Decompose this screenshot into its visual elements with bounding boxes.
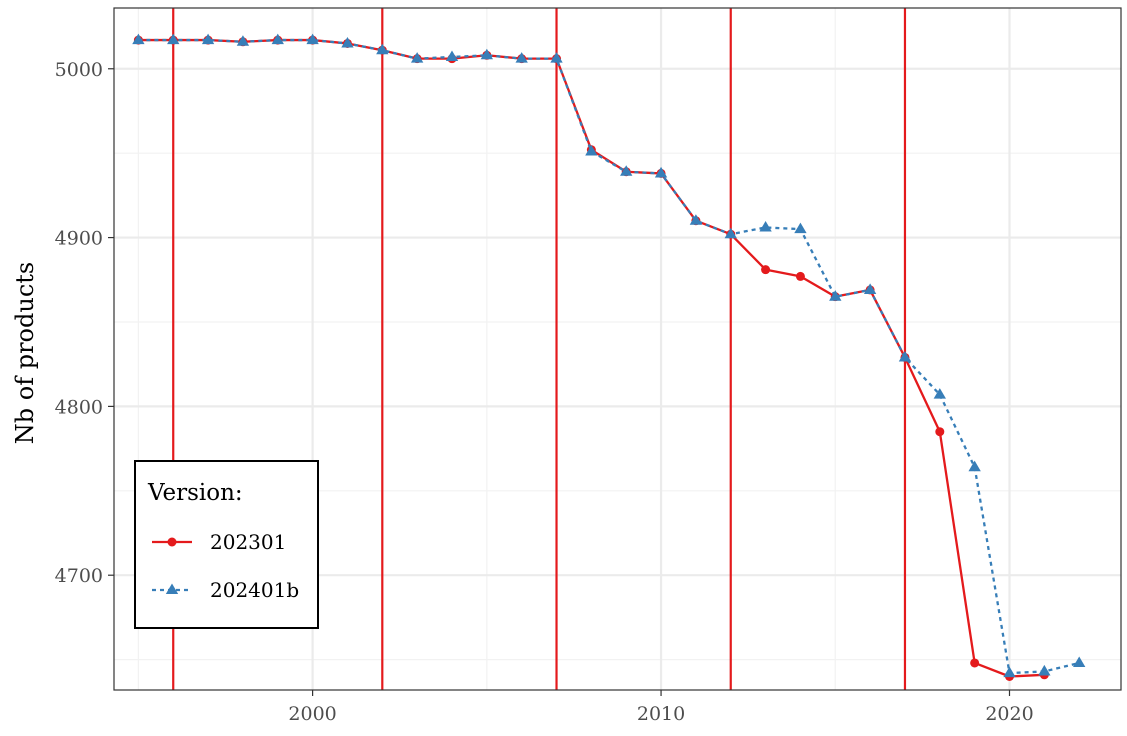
point-202401b-1996: [167, 33, 180, 45]
series-202401b: [132, 33, 1086, 678]
x-tick-label-2010: 2010: [637, 703, 685, 725]
legend-title: Version:: [147, 480, 243, 506]
point-202401b-2005: [480, 48, 494, 60]
point-202401b-2010: [654, 166, 668, 178]
y-tick-label-5000: 5000: [55, 59, 103, 81]
point-202401b-2022: [1073, 656, 1086, 668]
point-202401b-2006: [515, 52, 528, 63]
legend-box: [134, 460, 319, 629]
point-202401b-2008: [585, 144, 598, 156]
point-202301-2019: [970, 658, 980, 668]
point-202401b-1998: [236, 35, 250, 46]
point-202401b-2011: [689, 214, 703, 225]
y-axis-title: Nb of products: [11, 262, 39, 444]
reference-lines: [172, 8, 907, 690]
minor-grid: [114, 8, 1121, 690]
point-202401b-1997: [201, 33, 215, 45]
legend-label-202301: 202301: [210, 530, 286, 554]
point-202401b-1999: [271, 33, 284, 45]
x-tick-label-2020: 2020: [985, 703, 1033, 725]
legend-marker-202401b: [165, 583, 179, 595]
point-202401b-2016: [863, 283, 877, 294]
series-line-202401b: [138, 38, 1080, 675]
point-202401b-2017: [898, 350, 912, 362]
legend-key-202401b: [152, 583, 192, 595]
point-202401b-2002: [376, 43, 389, 55]
point-202301-2018: [935, 427, 945, 437]
point-202401b-2003: [410, 52, 424, 63]
point-202401b-2020: [1003, 666, 1016, 678]
point-202401b-2009: [620, 165, 633, 176]
legend-label-202401b: 202401b: [210, 578, 299, 602]
y-tick-label-4900: 4900: [55, 228, 103, 250]
point-202401b-2013: [759, 220, 772, 232]
point-202301-2013: [761, 265, 771, 275]
y-tick-label-4800: 4800: [55, 396, 103, 418]
point-202401b-2015: [829, 290, 842, 301]
point-202401b-2018: [933, 388, 946, 399]
x-tick-label-2000: 2000: [288, 703, 336, 725]
point-202401b-2007: [550, 52, 563, 63]
point-202401b-2021: [1038, 664, 1051, 676]
point-202401b-2000: [306, 33, 319, 45]
point-202401b-2001: [341, 36, 354, 48]
legend-marker-202301: [167, 537, 177, 547]
plot-panel-border: [113, 7, 1122, 691]
series-layer: [132, 33, 1086, 681]
point-202401b-2004: [445, 50, 459, 61]
point-202401b-2012: [724, 227, 737, 239]
point-202401b-1995: [132, 33, 145, 45]
y-tick-label-4700: 4700: [55, 565, 103, 587]
legend-key-202301: [152, 537, 192, 547]
point-202401b-2014: [794, 222, 807, 234]
point-202301-2014: [795, 271, 805, 281]
legend: Version: 202301 202401b: [134, 460, 319, 629]
x-axis: 2000 2010 2020: [288, 690, 1034, 725]
point-202401b-2019: [968, 460, 981, 472]
y-axis: 4700 4800 4900 5000: [55, 59, 114, 587]
